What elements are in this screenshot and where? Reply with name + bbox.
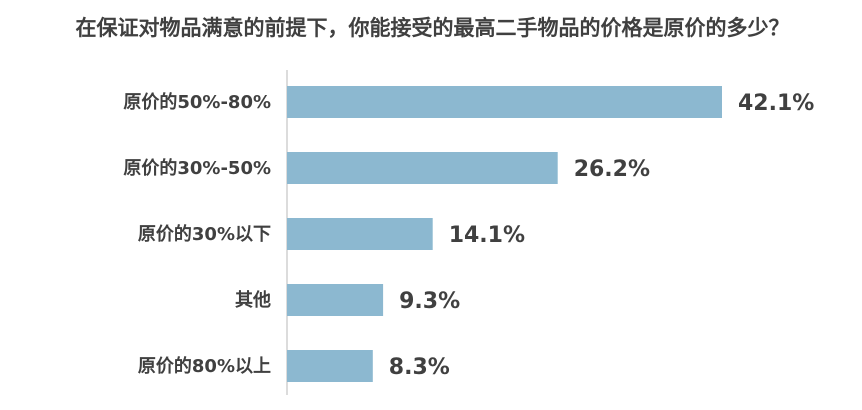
category-label-1: 原价的30%-50% (123, 157, 271, 179)
category-label-0: 原价的50%-80% (123, 91, 271, 113)
value-label-2: 14.1% (449, 223, 525, 248)
value-labels: 42.1% 26.2% 14.1% 9.3% 8.3% (389, 91, 815, 380)
bar-2 (287, 218, 433, 250)
bars-group (287, 86, 722, 382)
bar-1 (287, 152, 558, 184)
value-label-0: 42.1% (738, 91, 814, 116)
bar-0 (287, 86, 722, 118)
value-label-4: 8.3% (389, 355, 450, 380)
chart-title: 在保证对物品满意的前提下，你能接受的最高二手物品的价格是原价的多少？ (75, 16, 790, 40)
value-label-1: 26.2% (574, 157, 650, 182)
value-label-3: 9.3% (399, 289, 460, 314)
bar-3 (287, 284, 384, 316)
category-label-3: 其他 (235, 289, 271, 311)
category-label-2: 原价的30%以下 (138, 223, 271, 245)
bar-4 (287, 350, 373, 382)
category-label-4: 原价的80%以上 (138, 355, 271, 377)
